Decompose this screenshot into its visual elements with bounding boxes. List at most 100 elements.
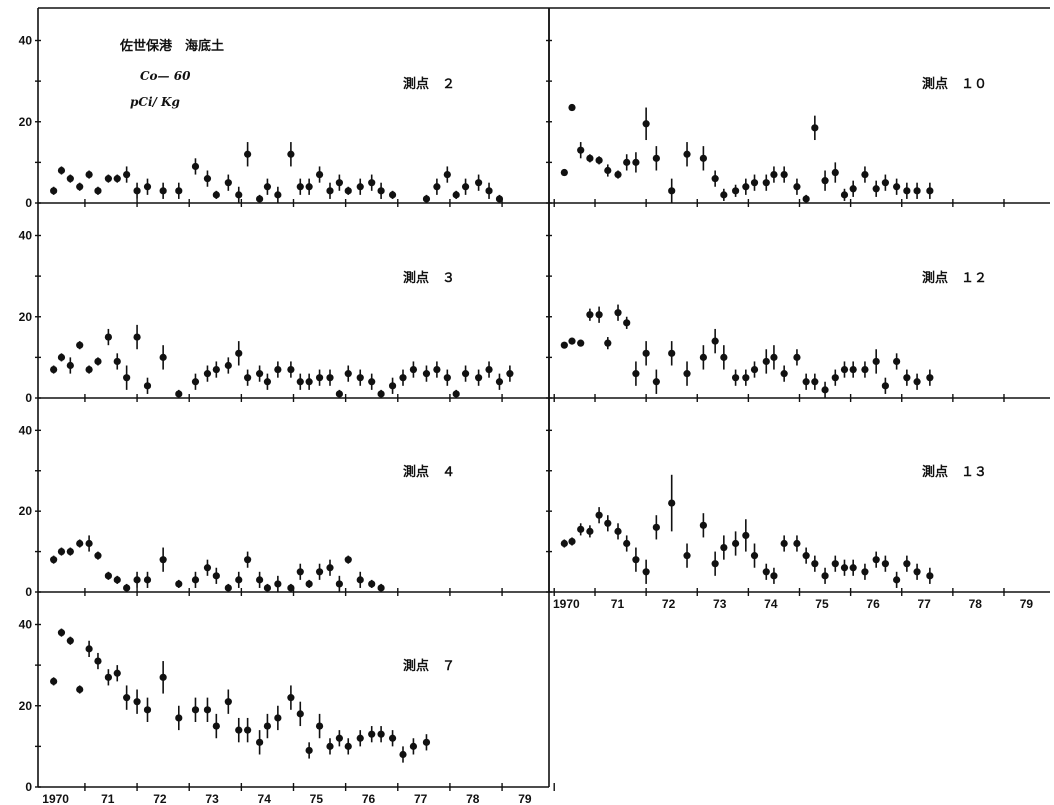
data-point [388,734,397,742]
data-point [235,191,243,199]
data-point [143,382,152,390]
data-point [244,374,252,382]
y-tick-label: 20 [19,699,33,713]
data-point [57,353,66,361]
data-point [642,120,650,128]
data-point [85,645,93,653]
data-point [699,154,707,162]
panel-1: 0 20 40 [19,203,555,405]
y-tick-label: 40 [19,34,33,48]
data-point [377,730,385,738]
data-point [577,146,585,154]
data-point [287,694,295,702]
data-point [113,175,121,183]
data-point [368,580,376,588]
data-point [831,560,839,568]
data-point [683,370,691,378]
x-tick-label: 79 [1020,597,1034,611]
data-point [750,552,759,560]
data-point [113,576,121,584]
data-point [66,175,74,183]
data-point [256,370,264,378]
data-point [85,170,93,179]
data-point [326,187,334,195]
data-point [495,195,504,203]
unit-label: pCi/ Kg [130,95,180,109]
data-point [399,374,407,382]
station-label-2: 測点 ２ [403,76,455,92]
data-point [356,576,364,584]
data-point [668,187,676,195]
data-point [443,170,451,179]
data-point [57,629,66,637]
data-point [811,124,819,132]
data-point [256,195,264,203]
data-point [143,183,152,191]
data-point [821,572,829,580]
data-point [94,552,102,560]
data-point [652,154,660,162]
data-point [133,698,141,706]
data-point [632,158,640,166]
data-point [485,365,493,374]
x-tick-label: 72 [153,792,167,805]
x-tick-label: 76 [362,792,376,805]
data-point [244,556,252,564]
data-point [50,365,58,374]
data-point [326,742,334,750]
data-point [244,150,252,158]
data-point [632,556,640,564]
data-point [731,374,740,382]
data-point [849,185,857,193]
data-point [175,580,183,588]
data-point [926,374,934,382]
data-point [742,374,750,382]
data-point [780,539,788,548]
data-point [485,187,493,195]
x-tick-label: 75 [815,597,829,611]
data-point [881,179,889,187]
data-point [335,390,343,398]
data-point [326,374,334,382]
data-point [623,319,631,327]
data-point [770,170,778,179]
station-label-3: 測点 ３ [403,270,455,286]
data-point [305,746,313,755]
data-point [881,382,889,390]
data-point [840,365,849,374]
data-point [224,179,232,187]
data-point [433,365,441,374]
data-point [926,572,934,580]
data-point [802,195,810,203]
data-point [831,374,839,382]
x-tick-label: 72 [662,597,676,611]
y-tick-label: 0 [25,780,32,794]
data-point [175,187,183,195]
data-point [256,576,264,584]
data-point [94,187,102,195]
nuclide-label: Co— 60 [140,69,191,83]
data-point [377,390,385,398]
data-point [409,742,418,750]
data-point [212,572,220,580]
data-point [399,750,407,759]
data-point [872,357,880,366]
data-point [461,370,470,378]
data-point [133,576,141,584]
data-point [263,183,272,191]
data-point [849,564,857,572]
data-point [175,714,183,722]
data-point [76,183,84,191]
data-point [409,365,418,374]
data-point [595,311,603,319]
data-point [104,333,112,341]
data-point [652,523,660,531]
data-point [191,378,200,386]
data-point [377,584,385,592]
data-point [443,374,451,382]
data-point [344,370,352,378]
data-point [123,584,131,592]
data-point [235,726,243,734]
panel-4 [546,8,1050,207]
data-point [50,677,58,685]
